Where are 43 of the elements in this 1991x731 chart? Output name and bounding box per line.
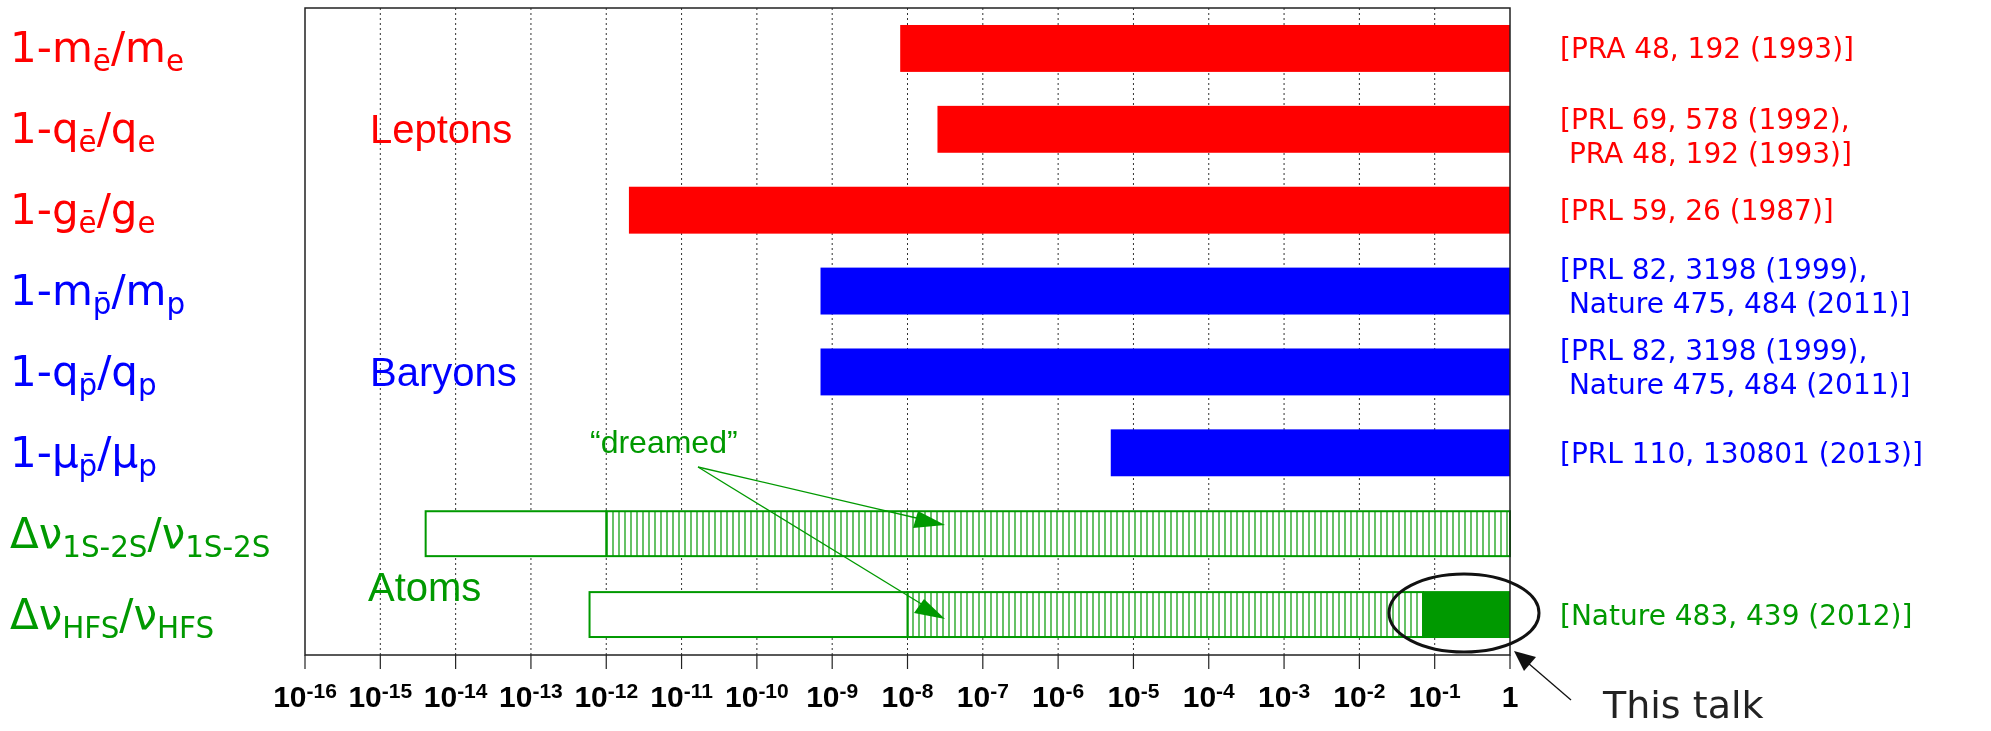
y-tick-label: 1-g$_{ē}$/g$_{e}$ xyxy=(10,185,156,240)
x-tick-label: 10$^{-11}$ xyxy=(650,678,714,713)
x-tick-label: 10$^{-16}$ xyxy=(273,678,337,713)
x-tick-label: 10$^{-9}$ xyxy=(806,678,859,713)
x-tick-label: 10$^{-8}$ xyxy=(881,678,934,713)
bar xyxy=(820,267,1510,315)
text: [Nature 483, 439 (2012)] xyxy=(1560,598,1913,632)
x-tick-label: 10$^{-15}$ xyxy=(348,678,413,713)
annotation: “dreamed” xyxy=(590,424,738,460)
text: [PRL 82, 3198 (1999), Nature 475, 484 (2011)] xyxy=(1560,253,1911,320)
x-tick-label: 1 xyxy=(1501,680,1519,713)
x-tick-label: 10$^{-13}$ xyxy=(499,678,563,713)
text: [PRL 59, 26 (1987)] xyxy=(1560,194,1834,228)
x-tick-label: 10$^{-4}$ xyxy=(1182,678,1236,713)
y-tick-label: Δν$_{1S-2S}$/ν$_{1S-2S}$ xyxy=(10,508,271,564)
x-tick-label: 10$^{-7}$ xyxy=(956,678,1009,713)
text: This talk xyxy=(1602,683,1764,727)
y-tick-label: 1-q$_{ē}$/q$_{e}$ xyxy=(10,104,156,159)
x-tick-label: 10$^{-12}$ xyxy=(574,678,639,713)
x-tick-label: 10$^{-6}$ xyxy=(1032,678,1085,713)
annotation: Atoms xyxy=(368,564,482,609)
bar xyxy=(820,348,1510,396)
x-tick-label: 10$^{-3}$ xyxy=(1258,678,1311,713)
text: [PRL 69, 578 (1992), PRA 48, 192 (1993)] xyxy=(1560,103,1852,170)
bar xyxy=(628,186,1510,234)
text: [PRL 110, 130801 (2013)] xyxy=(1560,436,1923,470)
y-tick-label: 1-q$_{p̄}$/q$_{p}$ xyxy=(10,346,157,402)
text: [PRA 48, 192 (1993)] xyxy=(1560,32,1854,66)
bar xyxy=(900,24,1510,72)
bar xyxy=(1110,429,1510,477)
x-tick-label: 10$^{-14}$ xyxy=(423,678,488,713)
x-tick-label: 10$^{-5}$ xyxy=(1107,678,1160,713)
x-tick-label: 10$^{-10}$ xyxy=(725,678,789,713)
annotation: Leptons xyxy=(370,107,513,152)
annotation: Baryons xyxy=(370,349,517,394)
bar xyxy=(937,105,1510,153)
x-tick-label: 10$^{-1}$ xyxy=(1408,678,1462,713)
y-tick-label: 1-m$_{ē}$/m$_{e}$ xyxy=(10,23,185,79)
y-tick-label: 1-μ$_{p̄}$/μ$_{p}$ xyxy=(10,427,157,483)
y-tick-label: Δν$_{HFS}$/ν$_{HFS}$ xyxy=(10,589,215,645)
text: [PRL 82, 3198 (1999), Nature 475, 484 (2011)] xyxy=(1560,333,1911,401)
x-tick-label: 10$^{-2}$ xyxy=(1333,678,1386,713)
y-tick-label: 1-m$_{p̄}$/m$_{p}$ xyxy=(10,266,186,321)
